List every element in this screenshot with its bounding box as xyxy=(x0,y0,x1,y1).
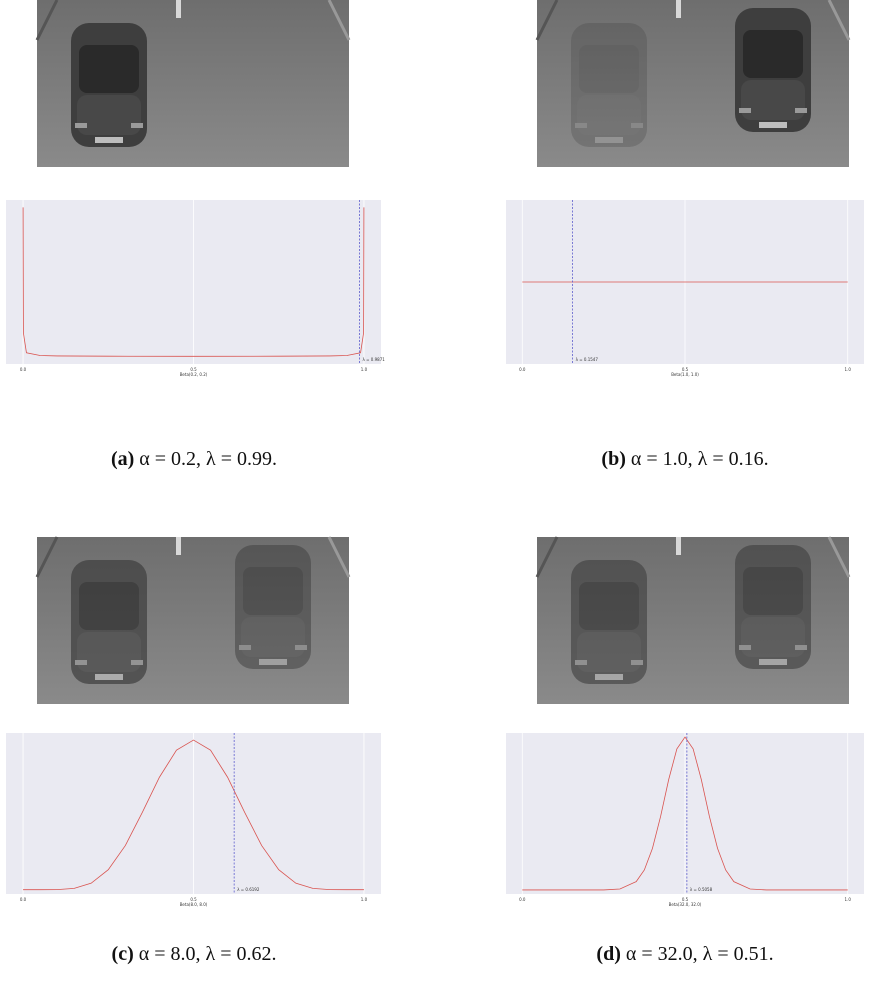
lambda-label: λ = 0.6192 xyxy=(237,887,260,892)
x-axis-label: Beta(1.0, 1.0) xyxy=(671,372,699,377)
x-axis-label: Beta(0.2, 0.2) xyxy=(180,372,208,377)
x-tick-label: 0.0 xyxy=(20,367,27,372)
photo xyxy=(37,537,349,704)
caption: (b) α = 1.0, λ = 0.16. xyxy=(601,448,768,470)
x-tick-label: 0.0 xyxy=(20,897,27,902)
x-tick-label: 1.0 xyxy=(361,367,368,372)
lambda-label: λ = 0.1547 xyxy=(576,357,599,362)
photo xyxy=(537,537,849,704)
caption: (d) α = 32.0, λ = 0.51. xyxy=(596,943,773,965)
x-axis-label: Beta(8.0, 8.0) xyxy=(180,902,208,907)
photo xyxy=(37,0,349,167)
figure: 0.00.51.0Beta(0.2, 0.2)λ = 0.9871(a) α =… xyxy=(0,0,872,1005)
caption-text: α = 0.2, λ = 0.99. xyxy=(139,448,277,470)
x-tick-label: 1.0 xyxy=(361,897,368,902)
photo xyxy=(537,0,849,167)
x-tick-label: 0.0 xyxy=(519,897,526,902)
x-tick-label: 0.0 xyxy=(519,367,526,372)
caption-text: α = 1.0, λ = 0.16. xyxy=(631,448,769,470)
caption-label: (a) xyxy=(111,448,134,470)
caption-text: α = 8.0, λ = 0.62. xyxy=(139,943,277,965)
x-tick-label: 1.0 xyxy=(845,897,852,902)
x-axis-label: Beta(32.0, 32.0) xyxy=(669,902,702,907)
lambda-label: λ = 0.5058 xyxy=(690,887,713,892)
lambda-label: λ = 0.9871 xyxy=(363,357,386,362)
caption-label: (d) xyxy=(596,943,620,965)
caption: (c) α = 8.0, λ = 0.62. xyxy=(112,943,277,965)
caption-label: (b) xyxy=(601,448,625,470)
caption-text: α = 32.0, λ = 0.51. xyxy=(626,943,774,965)
caption-label: (c) xyxy=(112,943,134,965)
caption: (a) α = 0.2, λ = 0.99. xyxy=(111,448,277,470)
page: {"chart_data": [ {"type": "line", "xlabe… xyxy=(0,0,872,1005)
x-tick-label: 1.0 xyxy=(845,367,852,372)
